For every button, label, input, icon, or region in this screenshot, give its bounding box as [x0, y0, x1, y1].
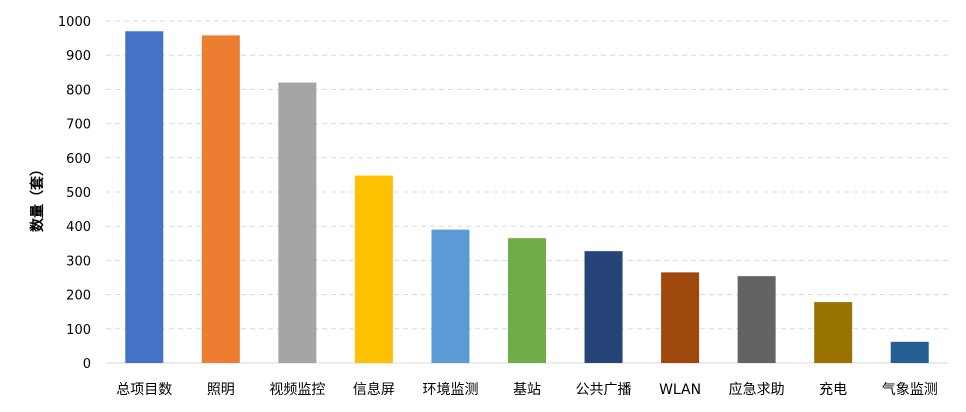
x-tick-label: 信息屏	[353, 381, 395, 398]
y-tick-label: 700	[66, 118, 91, 133]
bars-layer	[125, 31, 929, 363]
y-tick-label: 1000	[58, 15, 91, 30]
x-tick-label: 应急求助	[729, 381, 785, 398]
x-tick-label: 照明	[207, 382, 235, 398]
bar	[890, 341, 929, 363]
bar	[661, 272, 700, 363]
x-axis-ticks: 总项目数 照明 视频监控 信息屏 环境监测 基站 公共广播 WLAN 应急求助 充电 气象监测	[116, 381, 937, 398]
x-tick-label: 总项目数	[116, 382, 172, 398]
y-axis-label: 数量（套）	[29, 162, 46, 232]
x-tick-label: 视频监控	[269, 382, 325, 398]
bar	[354, 175, 393, 363]
x-tick-label: 环境监测	[422, 382, 478, 398]
bar	[125, 31, 164, 363]
x-tick-label: 气象监测	[882, 382, 938, 398]
y-tick-label: 300	[66, 254, 91, 269]
bar	[201, 35, 240, 363]
x-tick-label: 充电	[819, 382, 847, 398]
y-tick-label: 400	[66, 220, 91, 235]
y-tick-label: 500	[66, 186, 91, 201]
y-tick-label: 600	[66, 152, 91, 167]
y-tick-label: 100	[66, 323, 91, 338]
x-tick-label: 公共广播	[576, 382, 632, 398]
x-tick-label: WLAN	[659, 382, 701, 398]
bar	[584, 251, 623, 363]
bar	[278, 82, 317, 363]
bar	[508, 238, 546, 363]
bar	[431, 229, 470, 363]
y-axis-ticks: 0 100 200 300 400 500 600 700 800 900 1000	[58, 15, 91, 372]
y-tick-label: 0	[83, 357, 91, 372]
bar	[737, 276, 776, 363]
y-tick-label: 900	[66, 49, 91, 64]
y-tick-label: 200	[66, 289, 91, 304]
x-tick-label: 基站	[513, 381, 541, 398]
y-tick-label: 800	[66, 83, 91, 98]
bar	[814, 302, 853, 363]
